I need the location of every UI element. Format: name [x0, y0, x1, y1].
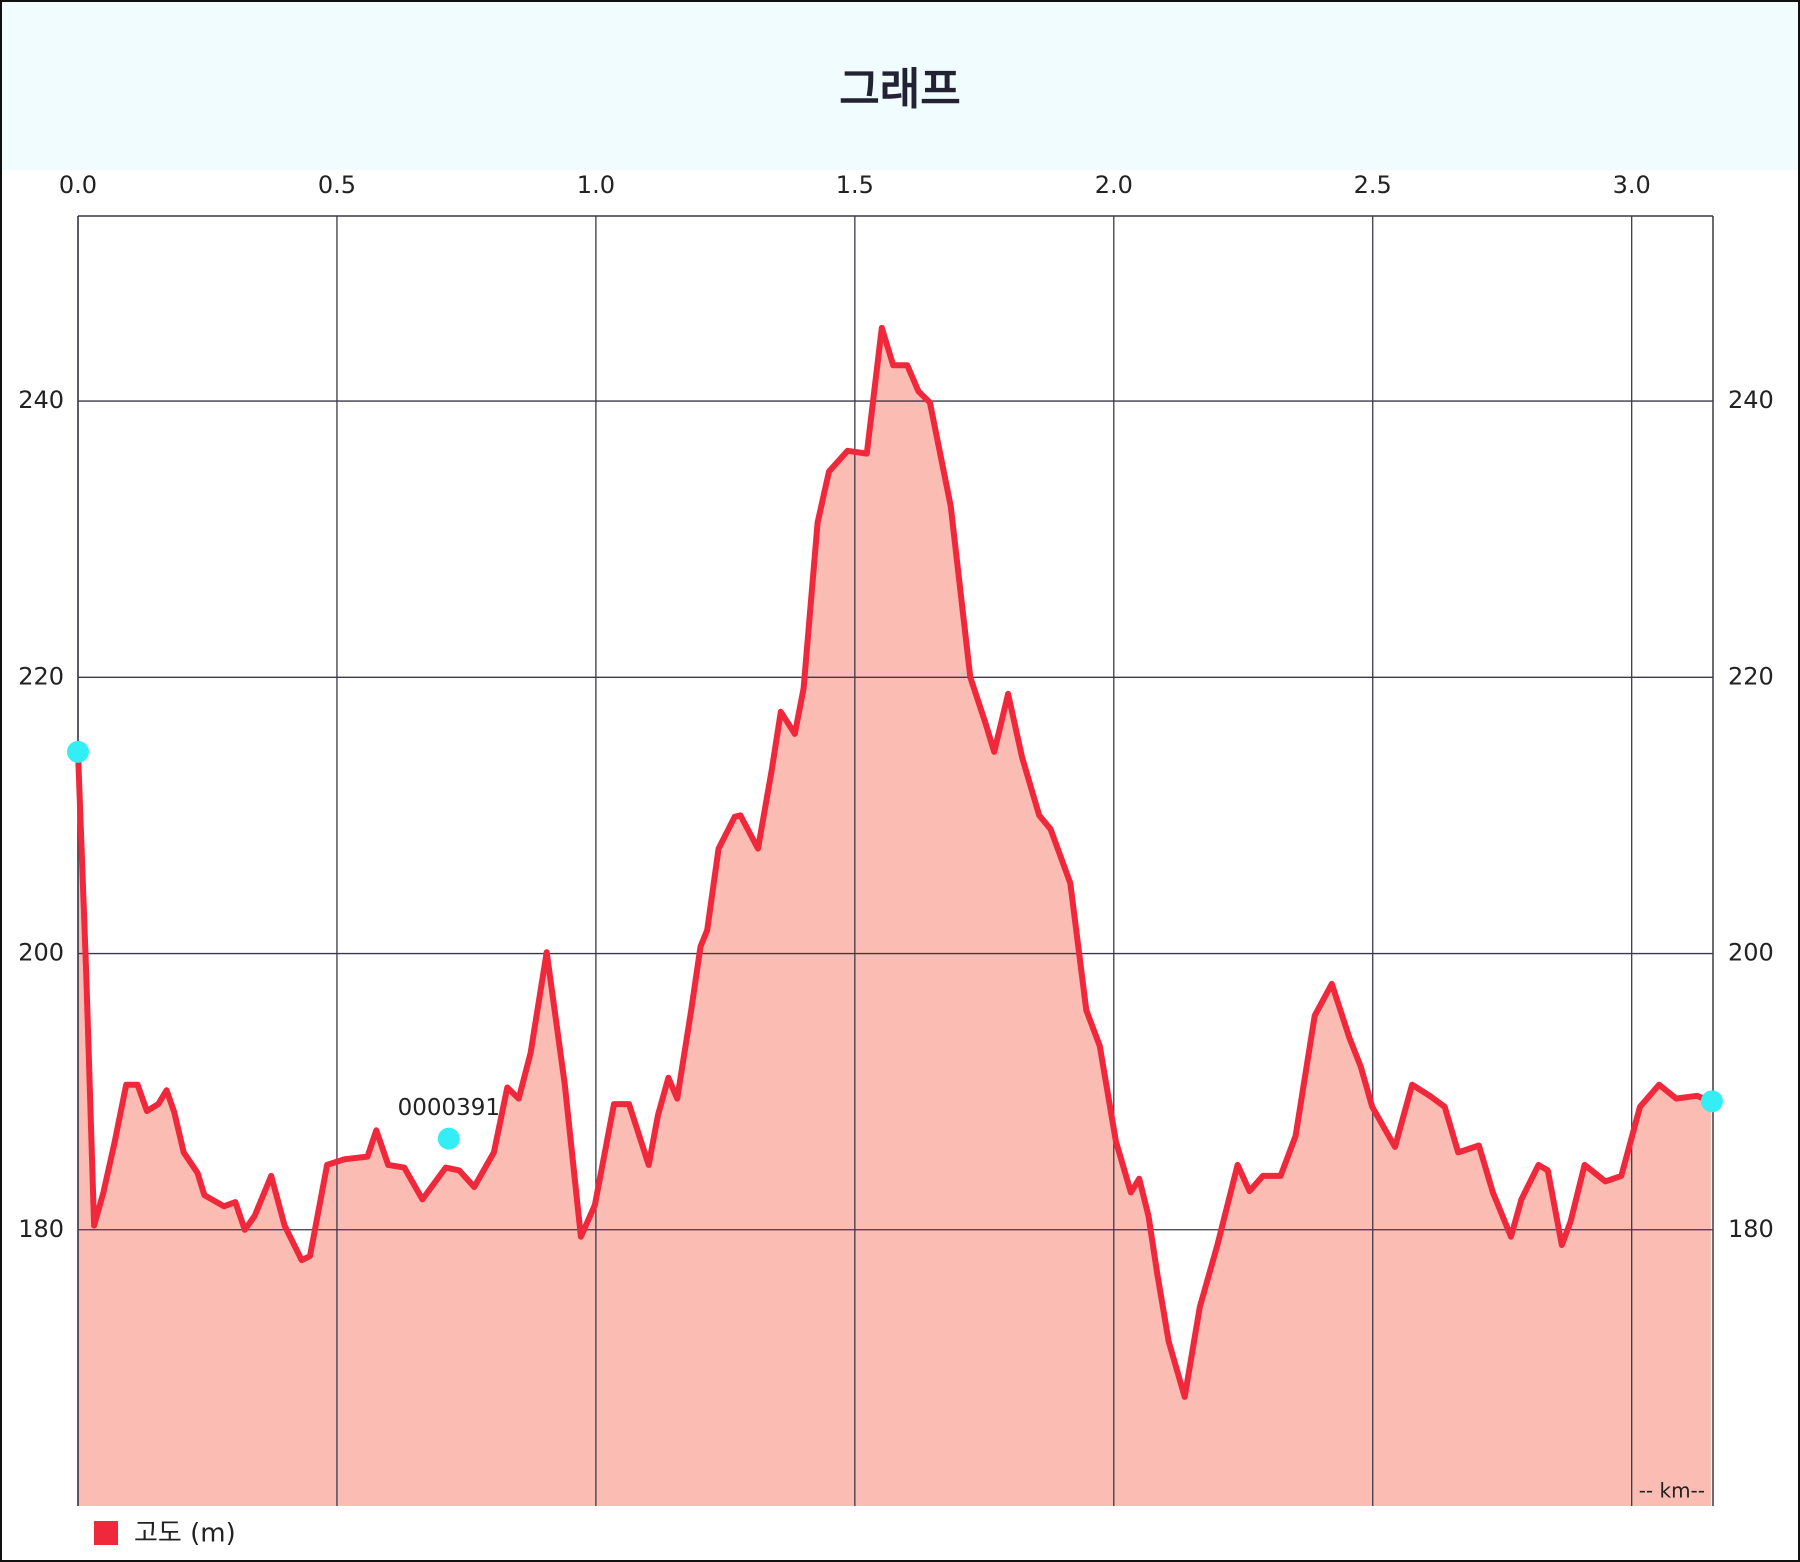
area	[78, 327, 1711, 1506]
x-tick-label: 3.0	[1613, 171, 1651, 199]
marker	[67, 740, 89, 763]
y-tick-label: 220	[18, 662, 64, 690]
x-unit-label: -- km--	[1639, 1479, 1705, 1503]
marker	[437, 1127, 460, 1150]
header-band	[0, 0, 1800, 170]
y2-tick-label: 240	[1728, 386, 1774, 414]
x-tick-label: 2.5	[1354, 171, 1392, 199]
y2-tick-label: 220	[1728, 662, 1774, 690]
y2-tick-label: 180	[1728, 1215, 1774, 1243]
chart-title: 그래프	[839, 64, 960, 115]
marker-label: 0000391	[398, 1095, 500, 1121]
marker	[1700, 1090, 1723, 1113]
legend-label: 고도 (m)	[134, 1519, 236, 1549]
x-tick-label: 0.5	[318, 171, 356, 199]
line	[75, 324, 1712, 1400]
x-tick-label: 1.0	[577, 171, 615, 199]
x-tick-label: 0.0	[59, 171, 97, 199]
y2-tick-label: 200	[1728, 939, 1774, 967]
y-tick-label: 180	[18, 1215, 64, 1243]
y-tick-label: 200	[18, 939, 64, 967]
x-tick-label: 1.5	[836, 171, 874, 199]
x-tick-label: 2.0	[1095, 171, 1133, 199]
y-tick-label: 240	[18, 386, 64, 414]
legend-swatch	[94, 1521, 118, 1545]
